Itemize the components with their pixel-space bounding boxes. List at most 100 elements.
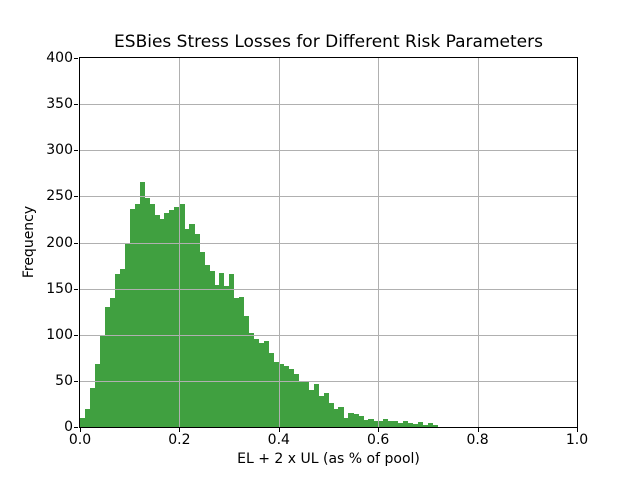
histogram-bar (248, 332, 255, 427)
y-tick-label: 50 (55, 372, 73, 389)
x-tick-label: 0.6 (367, 432, 390, 448)
y-tick-label: 0 (64, 419, 73, 435)
histogram-bar (244, 316, 250, 427)
histogram-bar (234, 297, 240, 427)
histogram-bar (164, 212, 170, 427)
histogram-bar (169, 210, 175, 427)
y-tick-mark (74, 288, 78, 290)
histogram-bar (263, 341, 270, 427)
histogram-bar (189, 224, 195, 427)
x-gridline (278, 58, 280, 427)
histogram-bar (268, 353, 275, 427)
histogram-bar (209, 271, 215, 427)
histogram-bar (403, 421, 409, 427)
y-gridline (80, 150, 577, 152)
y-tick-mark (74, 427, 78, 428)
histogram-bar (224, 285, 230, 427)
histogram-bar (219, 272, 225, 427)
histogram-bar (119, 269, 126, 427)
histogram-bar (194, 234, 200, 427)
x-tick-label: 0.0 (68, 432, 92, 448)
histogram-bar (333, 409, 339, 427)
x-tick-label: 0.8 (466, 432, 489, 448)
histogram-bar (154, 214, 160, 427)
histogram-bar (298, 380, 304, 427)
histogram-bar (174, 207, 180, 427)
histogram-bar (94, 364, 101, 427)
histogram-bar (283, 366, 290, 427)
y-gridline (80, 334, 577, 336)
y-tick-mark (74, 104, 78, 106)
x-tick-label: 1.0 (565, 432, 589, 448)
histogram-bar (408, 423, 414, 427)
x-tick-mark (577, 428, 578, 432)
right-spine (577, 57, 578, 428)
y-tick-mark (74, 196, 78, 198)
histogram-bar (253, 339, 260, 427)
histogram-bar (368, 418, 374, 427)
left-spine (79, 57, 80, 428)
histogram-bar (432, 425, 439, 427)
histogram-bar (84, 408, 91, 427)
histogram-bar (89, 388, 96, 427)
y-gridline (80, 196, 577, 198)
y-tick-mark (74, 58, 78, 59)
y-tick-mark (74, 380, 78, 382)
histogram-bar (417, 422, 424, 427)
y-gridline (80, 380, 577, 382)
x-tick-mark (179, 428, 181, 432)
x-tick-mark (278, 428, 280, 432)
histogram-bar (323, 392, 329, 427)
histogram-bar (273, 362, 280, 427)
histogram-bar (184, 228, 190, 427)
histogram-bar (383, 418, 389, 427)
y-gridline (80, 288, 577, 290)
histogram-bar (303, 380, 309, 427)
histogram-bar (80, 417, 86, 427)
histogram-bar (144, 198, 150, 427)
y-tick-label: 350 (46, 96, 73, 113)
histogram-bar (348, 413, 354, 427)
histogram-bar (363, 419, 369, 427)
histogram-bar (204, 264, 210, 427)
y-gridline (80, 104, 577, 106)
histogram-bar (318, 395, 324, 427)
x-gridline (179, 58, 181, 427)
histogram-bar (239, 296, 245, 427)
histogram-bar (109, 297, 116, 427)
histogram-bar (313, 383, 319, 427)
y-tick-mark (74, 242, 78, 244)
histogram-bar (114, 273, 121, 427)
x-tick-mark (80, 428, 81, 432)
y-tick-mark (74, 150, 78, 152)
histogram-bar (388, 420, 394, 427)
x-gridline (378, 58, 380, 427)
histogram-bar (343, 417, 349, 427)
y-tick-label: 400 (46, 50, 73, 66)
histogram-bar (393, 421, 399, 427)
y-tick-label: 250 (46, 188, 73, 205)
histogram-bar (229, 273, 235, 427)
y-tick-label: 300 (46, 142, 73, 159)
chart-title: ESBies Stress Losses for Different Risk … (114, 32, 543, 52)
histogram-bar (104, 307, 111, 427)
bottom-spine (79, 427, 578, 428)
x-tick-label: 0.2 (168, 432, 191, 448)
y-gridline (80, 242, 577, 244)
x-axis-label: EL + 2 x UL (as % of pool) (237, 451, 420, 467)
histogram-bar (373, 420, 379, 427)
histogram-bar (129, 209, 135, 427)
histogram-bar (338, 406, 344, 427)
histogram-bar (353, 414, 359, 427)
y-tick-label: 100 (46, 326, 73, 343)
y-tick-label: 150 (46, 280, 73, 297)
histogram-bar (288, 368, 295, 427)
histogram-bar (293, 374, 300, 427)
histogram-bar (258, 343, 265, 427)
histogram-bar (422, 425, 429, 427)
histogram-bar (139, 181, 145, 427)
histogram-bar (278, 364, 285, 427)
histogram-bar (134, 203, 140, 427)
x-tick-label: 0.4 (267, 432, 290, 448)
